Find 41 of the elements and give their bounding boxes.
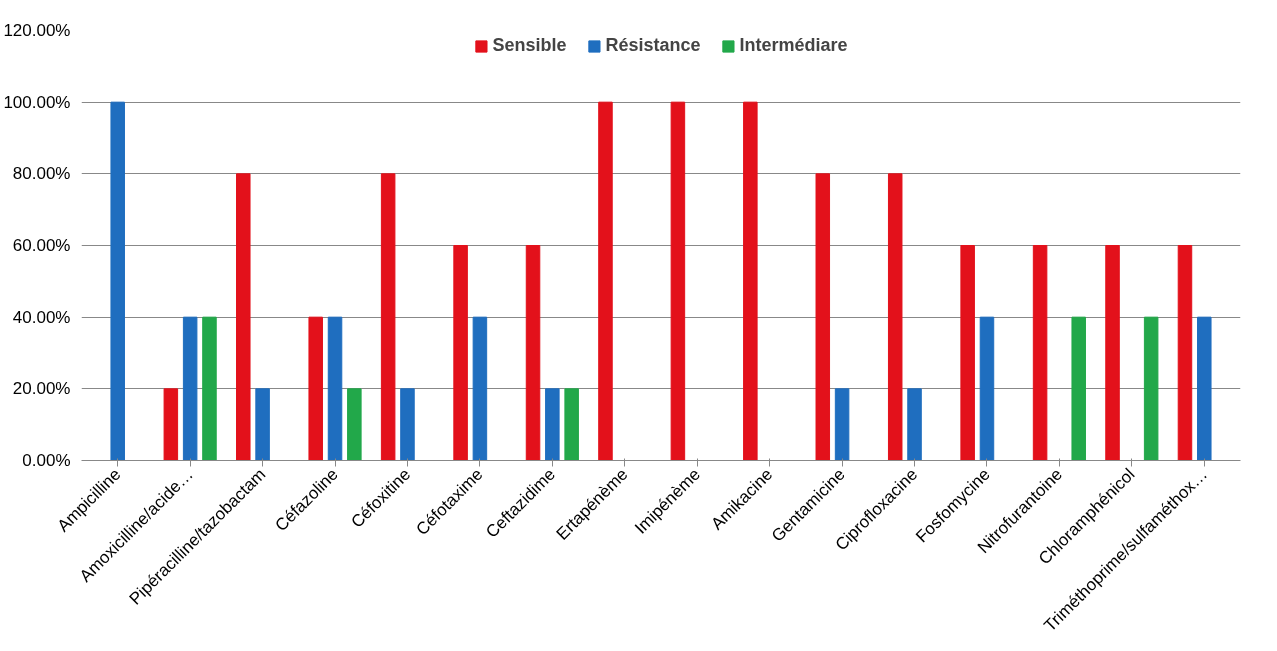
bar (327, 316, 343, 461)
bar (182, 316, 198, 461)
bar (979, 316, 995, 461)
bar (453, 245, 468, 461)
bar (907, 388, 922, 461)
bar (255, 388, 270, 461)
bar (834, 388, 850, 461)
y-tick-label: 80.00% (12, 164, 71, 184)
bar (1143, 316, 1159, 461)
bar (236, 173, 251, 461)
y-tick-label: 100.00% (3, 92, 71, 112)
bar (472, 316, 488, 461)
bar (598, 101, 613, 461)
bar (960, 245, 975, 461)
legend-label: Intermédiare (739, 35, 848, 56)
y-tick-label: 40.00% (12, 307, 71, 327)
bar (564, 388, 579, 461)
bar (308, 316, 323, 461)
y-tick-label: 60.00% (12, 236, 71, 255)
bar (743, 101, 758, 461)
bar (815, 173, 831, 461)
legend-label: Résistance (605, 35, 701, 56)
bar (525, 245, 541, 461)
bar (670, 101, 686, 461)
bar (202, 316, 217, 461)
bar (1071, 316, 1086, 461)
bar (347, 388, 362, 461)
bar (380, 173, 396, 461)
legend-label: Sensible (492, 35, 567, 56)
y-tick-label: 0.00% (22, 451, 71, 470)
y-tick-label: 20.00% (12, 379, 71, 399)
bar (887, 173, 903, 461)
bar (110, 101, 125, 461)
bar (1105, 245, 1120, 461)
bar (1177, 245, 1193, 461)
bar (1197, 316, 1212, 461)
y-tick-label: 120.00% (3, 21, 71, 40)
bar (1032, 245, 1048, 461)
bar (545, 388, 560, 461)
bar (400, 388, 415, 461)
bar (163, 388, 179, 461)
